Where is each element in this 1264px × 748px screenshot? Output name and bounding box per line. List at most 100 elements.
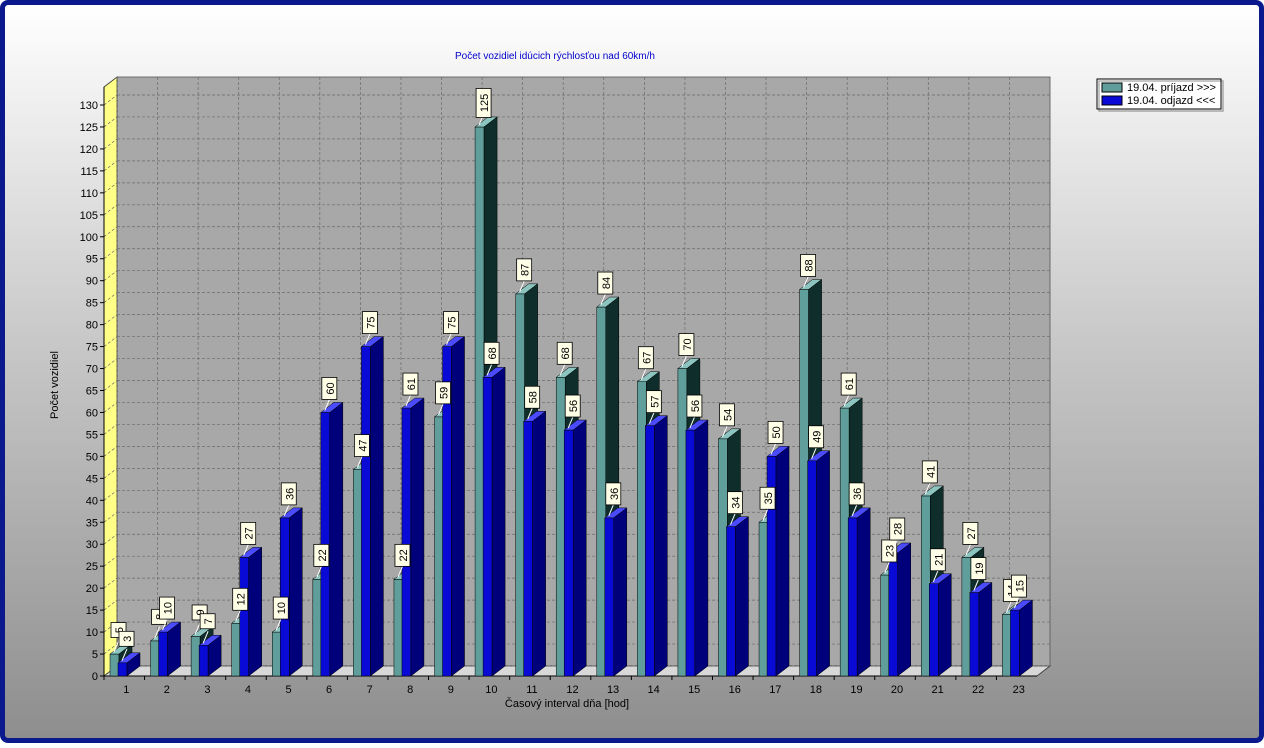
x-tick-label: 21 [931,684,943,696]
y-tick-label: 65 [86,386,98,398]
y-tick-label: 125 [80,122,98,134]
data-label: 84 [597,271,614,306]
y-tick-label: 130 [80,100,98,112]
y-tick-label: 45 [86,473,98,485]
svg-text:70: 70 [682,338,694,350]
x-tick-label: 10 [485,684,497,696]
x-tick-label: 9 [448,684,454,696]
svg-text:61: 61 [406,378,418,390]
svg-text:87: 87 [520,264,532,276]
y-tick-label: 95 [86,254,98,266]
data-label: 88 [800,254,817,288]
chart-title: Počet vozidiel idúcich rýchlosťou nad 60… [455,51,655,62]
y-tick-label: 35 [86,517,98,529]
x-tick-label: 5 [285,684,291,696]
data-label: 67 [637,346,654,380]
svg-text:49: 49 [812,431,824,443]
y-tick-label: 70 [86,364,98,376]
y-tick-label: 105 [80,210,98,222]
bar-odjazd [1009,599,1034,677]
x-tick-label: 16 [729,684,741,696]
x-tick-label: 1 [123,684,129,696]
svg-text:36: 36 [609,488,621,500]
y-tick-label: 120 [80,144,98,156]
data-label: 75 [361,311,378,345]
data-labels: 5891210224722591258768846770543588612341… [110,88,1027,662]
data-label: 12 [232,587,249,622]
x-tick-label: 15 [688,684,700,696]
bar-odjazd [522,410,547,677]
data-label: 22 [313,543,330,578]
y-tick-label: 55 [86,429,98,441]
data-label: 56 [686,394,703,429]
svg-text:59: 59 [439,387,451,399]
bar-odjazd [969,582,993,677]
data-label: 56 [564,394,581,429]
y-tick-label: 20 [86,583,98,595]
y-tick-label: 75 [86,342,98,354]
bar-odjazd [279,507,303,677]
svg-text:22: 22 [398,549,410,561]
bar-odjazd [360,336,385,677]
legend-label-odjazd: 19.04. odjazd <<< [1127,95,1215,107]
x-tick-label: 14 [648,684,660,696]
bar-odjazd [482,366,506,677]
y-axis-ticks: 0510152025303540455055606570758085909510… [80,87,1037,683]
bar-odjazd [766,445,790,677]
svg-text:5: 5 [114,627,126,633]
bar-odjazd [320,401,344,677]
data-label: 49 [808,425,825,459]
svg-text:27: 27 [244,527,256,539]
bar-odjazd [928,573,953,677]
x-tick-label: 2 [164,684,170,696]
svg-text:35: 35 [763,492,775,504]
bar-odjazd [441,336,466,677]
x-axis-title: Časový interval dňa [hod] [505,697,629,710]
y-tick-label: 30 [86,539,98,551]
svg-text:28: 28 [893,523,905,535]
svg-text:12: 12 [236,593,248,605]
data-label: 27 [962,522,979,556]
svg-text:21: 21 [933,554,945,566]
svg-text:47: 47 [357,439,369,451]
data-label: 27 [240,522,257,556]
data-label: 19 [970,557,987,591]
svg-text:41: 41 [925,466,937,478]
svg-text:56: 56 [690,400,702,412]
svg-text:57: 57 [649,396,661,408]
data-label: 61 [402,372,419,407]
bar-chart: Počet vozidiel idúcich rýchlosťou nad 60… [49,51,1224,710]
svg-text:56: 56 [568,400,580,412]
svg-text:19: 19 [974,562,986,574]
y-tick-label: 60 [86,407,98,419]
y-tick-label: 5 [92,649,98,661]
legend: 19.04. príjazd >>> 19.04. odjazd <<< [1096,78,1224,112]
y-tick-label: 110 [80,188,98,200]
svg-text:22: 22 [317,549,329,561]
data-label: 57 [645,390,662,424]
y-tick-label: 50 [86,451,98,463]
data-label: 36 [605,482,622,517]
data-label: 61 [840,372,857,407]
y-axis-title: Počet vozidiel [49,351,61,419]
data-label: 10 [159,596,175,631]
y-tick-label: 115 [80,166,98,178]
bar-odjazd [806,450,831,677]
svg-text:10: 10 [276,602,288,614]
y-tick-label: 85 [86,298,98,310]
data-label: 54 [719,403,735,438]
svg-text:36: 36 [852,488,864,500]
bar-odjazd [117,652,141,677]
data-label: 60 [321,377,338,411]
x-tick-label: 7 [367,684,373,696]
svg-text:15: 15 [1014,580,1026,592]
x-tick-label: 20 [891,684,903,696]
x-tick-label: 6 [326,684,332,696]
svg-text:61: 61 [844,378,856,390]
data-label: 36 [848,482,865,517]
data-label: 10 [272,596,289,631]
x-tick-label: 3 [204,684,210,696]
svg-text:125: 125 [479,94,491,112]
data-label: 75 [443,311,459,345]
svg-text:10: 10 [163,602,175,614]
